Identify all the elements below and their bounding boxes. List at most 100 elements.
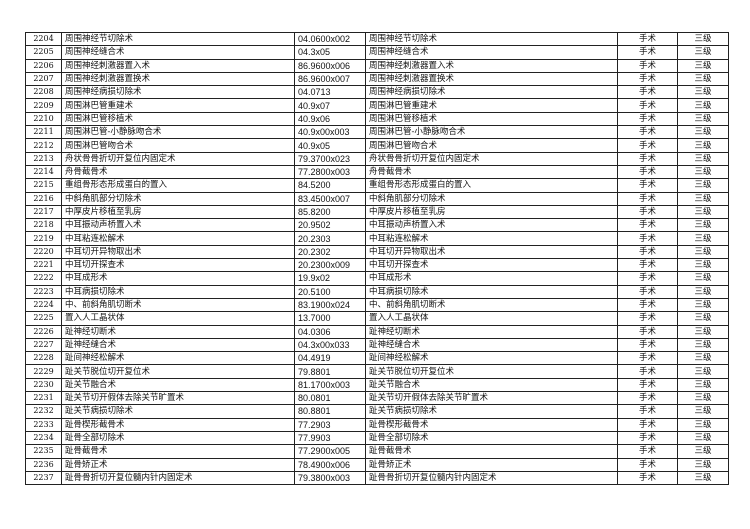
grade: 三级 (677, 430, 729, 446)
grade: 三级 (677, 71, 729, 87)
category: 手术 (617, 244, 678, 260)
procedure-name: 周围神经刺激器置换术 (61, 71, 295, 87)
table-row: 2217 中厚皮片移植至乳房 85.8200 中厚皮片移植至乳房 手术 三级 (25, 204, 729, 220)
row-number: 2236 (25, 457, 62, 472)
grade: 三级 (677, 391, 729, 406)
procedure-name: 周围淋巴管移植术 (61, 111, 295, 127)
row-number: 2209 (25, 98, 62, 113)
grade: 三级 (677, 98, 729, 113)
procedure-name-2: 趾骨截骨术 (365, 444, 618, 459)
table-row: 2229 趾关节脱位切开复位术 79.8801 趾关节脱位切开复位术 手术 三级 (25, 364, 729, 379)
procedure-code: 77.2903 (294, 417, 366, 432)
procedure-code: 80.0801 (294, 391, 366, 406)
procedure-name-2: 中耳成形术 (365, 271, 618, 286)
row-number: 2229 (25, 364, 62, 379)
procedure-name-2: 中耳粘连松解术 (365, 231, 618, 246)
category: 手术 (617, 258, 678, 273)
procedure-code: 04.0306 (294, 324, 366, 339)
row-number: 2235 (25, 444, 62, 459)
procedure-code: 04.3x05 (294, 45, 366, 60)
procedure-code: 13.7000 (294, 311, 366, 326)
category: 手术 (617, 470, 678, 486)
row-number: 2237 (25, 470, 62, 486)
grade: 三级 (677, 351, 729, 366)
table-row: 2227 趾神经缝合术 04.3x00x033 趾神经缝合术 手术 三级 (25, 337, 729, 353)
row-number: 2227 (25, 337, 62, 353)
procedure-name-2: 趾神经缝合术 (365, 337, 618, 353)
procedure-name: 中耳切开探查术 (61, 258, 295, 273)
category: 手术 (617, 444, 678, 459)
table-row: 2213 舟状骨骨折切开复位内固定术 79.3700x023 舟状骨骨折切开复位内固定… (25, 151, 729, 166)
procedure-name: 舟骨截骨术 (61, 164, 295, 180)
category: 手术 (617, 457, 678, 472)
category: 手术 (617, 58, 678, 73)
table-row: 2232 趾关节病损切除术 80.8801 趾关节病损切除术 手术 三级 (25, 404, 729, 419)
procedure-name-2: 趾关节脱位切开复位术 (365, 364, 618, 379)
category: 手术 (617, 417, 678, 432)
grade: 三级 (677, 218, 729, 233)
category: 手术 (617, 404, 678, 419)
procedure-name-2: 舟状骨骨折切开复位内固定术 (365, 151, 618, 166)
table-row: 2209 周围淋巴管重建术 40.9x07 周围淋巴管重建术 手术 三级 (25, 98, 729, 113)
row-number: 2215 (25, 178, 62, 193)
grade: 三级 (677, 151, 729, 166)
category: 手术 (617, 138, 678, 153)
grade: 三级 (677, 324, 729, 339)
procedure-name: 中耳粘连松解术 (61, 231, 295, 246)
procedure-name: 周围神经病损切除术 (61, 85, 295, 100)
procedure-name: 周围淋巴管重建术 (61, 98, 295, 113)
category: 手术 (617, 337, 678, 353)
procedure-name-2: 中耳病损切除术 (365, 284, 618, 299)
category: 手术 (617, 45, 678, 60)
table-row: 2216 中斜角肌部分切除术 83.4500x007 中斜角肌部分切除术 手术 三级 (25, 191, 729, 206)
procedure-name-2: 趾关节切开假体去除关节旷置术 (365, 391, 618, 406)
procedure-table: 2204 周围神经节切除术 04.0600x002 周围神经节切除术 手术 三级 2205 周… (25, 31, 729, 486)
procedure-code: 84.5200 (294, 178, 366, 193)
procedure-name: 趾骨全部切除术 (61, 430, 295, 446)
grade: 三级 (677, 31, 729, 47)
procedure-code: 77.2900x005 (294, 444, 366, 459)
procedure-name-2: 周围淋巴管-小静脉吻合术 (365, 125, 618, 140)
procedure-name-2: 趾神经切断术 (365, 324, 618, 339)
row-number: 2217 (25, 204, 62, 220)
table-row: 2210 周围淋巴管移植术 40.9x06 周围淋巴管移植术 手术 三级 (25, 111, 729, 127)
procedure-code: 04.0713 (294, 85, 366, 100)
category: 手术 (617, 71, 678, 87)
table-row: 2230 趾关节融合术 81.1700x003 趾关节融合术 手术 三级 (25, 377, 729, 393)
category: 手术 (617, 31, 678, 47)
row-number: 2224 (25, 297, 62, 313)
grade: 三级 (677, 191, 729, 206)
category: 手术 (617, 284, 678, 299)
row-number: 2225 (25, 311, 62, 326)
procedure-code: 81.1700x003 (294, 377, 366, 393)
row-number: 2216 (25, 191, 62, 206)
procedure-name-2: 趾骨矫正术 (365, 457, 618, 472)
table-row: 2219 中耳粘连松解术 20.2303 中耳粘连松解术 手术 三级 (25, 231, 729, 246)
row-number: 2206 (25, 58, 62, 73)
procedure-code: 77.2800x003 (294, 164, 366, 180)
row-number: 2233 (25, 417, 62, 432)
grade: 三级 (677, 58, 729, 73)
grade: 三级 (677, 377, 729, 393)
row-number: 2214 (25, 164, 62, 180)
procedure-name-2: 周围神经节切除术 (365, 31, 618, 47)
table-row: 2211 周围淋巴管-小静脉吻合术 40.9x00x003 周围淋巴管-小静脉吻合术手… (25, 125, 729, 140)
grade: 三级 (677, 337, 729, 353)
row-number: 2223 (25, 284, 62, 299)
category: 手术 (617, 191, 678, 206)
procedure-code: 85.8200 (294, 204, 366, 220)
category: 手术 (617, 271, 678, 286)
grade: 三级 (677, 311, 729, 326)
procedure-code: 79.3800x003 (294, 470, 366, 486)
row-number: 2230 (25, 377, 62, 393)
procedure-name-2: 中耳切开探查术 (365, 258, 618, 273)
procedure-code: 86.9600x007 (294, 71, 366, 87)
table-row: 2223 中耳病损切除术 20.5100 中耳病损切除术 手术 三级 (25, 284, 729, 299)
procedure-code: 83.4500x007 (294, 191, 366, 206)
procedure-name: 置入人工晶状体 (61, 311, 295, 326)
row-number: 2210 (25, 111, 62, 127)
procedure-name: 趾关节病损切除术 (61, 404, 295, 419)
category: 手术 (617, 231, 678, 246)
category: 手术 (617, 151, 678, 166)
procedure-name: 趾骨骨折切开复位髓内针内固定术 (61, 470, 295, 486)
